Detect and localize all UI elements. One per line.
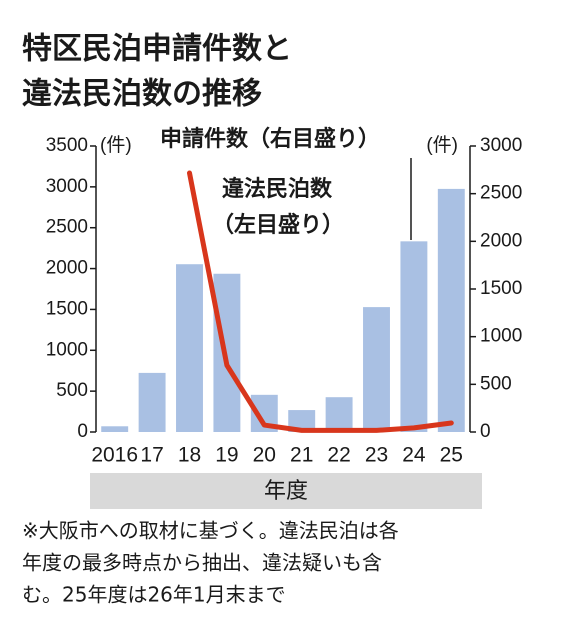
bar (101, 426, 129, 432)
y2-tick-label: 2000 (480, 230, 522, 251)
bar (138, 372, 166, 432)
chart-title: 違法民泊数の推移 (22, 77, 262, 112)
y-tick-label: 2500 (46, 217, 88, 238)
y-unit: (件) (100, 134, 132, 156)
x-tick-label: 17 (140, 444, 163, 467)
y2-tick-label: 3000 (480, 135, 522, 156)
x-tick-label: 22 (327, 444, 350, 467)
x-tick-label: 24 (402, 444, 426, 467)
x-tick-label: 21 (290, 444, 313, 467)
y2-unit: (件) (426, 134, 458, 156)
annotation: 申請件数（右目盛り） (160, 126, 380, 152)
y-tick-label: 0 (77, 421, 88, 442)
y-tick-label: 3000 (46, 176, 88, 197)
x-tick-label: 2016 (91, 444, 138, 467)
y2-tick-label: 2500 (480, 183, 522, 204)
y2-tick-label: 1000 (480, 326, 522, 347)
y-tick-label: 3500 (46, 135, 88, 156)
bar (400, 241, 428, 432)
y-tick-label: 2000 (46, 258, 88, 279)
y2-tick-label: 1500 (480, 278, 522, 299)
bar (288, 410, 316, 432)
x-tick-label: 20 (253, 444, 276, 467)
y-tick-label: 500 (56, 380, 88, 401)
x-tick-label: 25 (440, 444, 463, 467)
bar (363, 307, 390, 432)
bar (437, 188, 465, 432)
y2-tick-label: 500 (480, 373, 512, 394)
x-axis-label: 年度 (264, 479, 308, 504)
note: む。25年度は26年1月末まで (22, 583, 286, 607)
note: 年度の最多時点から抽出、違法疑いも含 (22, 551, 382, 575)
y-tick-label: 1000 (46, 339, 88, 360)
y2-tick-label: 0 (480, 421, 491, 442)
y-tick-label: 1500 (46, 298, 88, 319)
bar (176, 264, 203, 432)
bar (325, 397, 353, 432)
x-tick-label: 19 (215, 444, 238, 467)
chart-title: 特区民泊申請件数と (22, 32, 292, 67)
annotation: （左目盛り） (212, 212, 344, 238)
note: ※大阪市への取材に基づく。違法民泊は各 (22, 519, 399, 543)
x-label-band (90, 473, 482, 509)
x-tick-label: 18 (178, 444, 201, 467)
x-tick-label: 23 (365, 444, 388, 467)
annotation: 違法民泊数 (222, 176, 333, 202)
line (187, 170, 454, 433)
